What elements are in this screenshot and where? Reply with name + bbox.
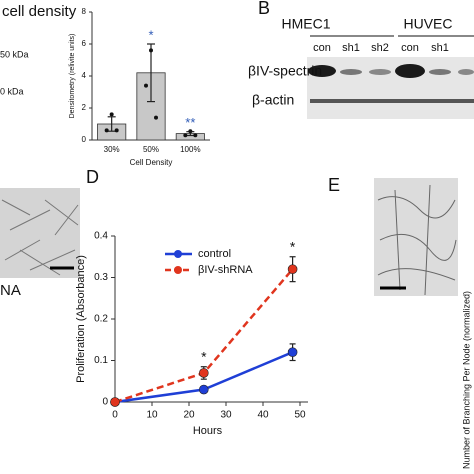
x-axis-label: Hours (193, 425, 223, 437)
series-point (199, 368, 209, 378)
data-point (193, 133, 198, 138)
data-point (183, 133, 188, 138)
lane-label: sh1 (342, 42, 360, 54)
y-tick-label: 0.3 (94, 272, 108, 283)
series-point (287, 264, 298, 275)
lane-label: sh1 (431, 42, 449, 54)
x-tick-label: 10 (146, 410, 158, 421)
panel-label: D (86, 167, 99, 187)
y-tick-label: 0 (82, 135, 87, 144)
legend-entry: βIV-shRNA (198, 264, 253, 276)
x-tick-label: 50% (143, 145, 159, 154)
significance: ** (185, 115, 195, 130)
lane-label: con (401, 42, 419, 54)
series-point (110, 397, 120, 407)
caption: NA (0, 282, 21, 299)
y-tick-label: 0 (102, 397, 108, 408)
significance: * (201, 348, 207, 364)
x-tick-label: 100% (180, 145, 200, 154)
y-tick-label: 0.1 (94, 355, 108, 366)
y-tick-label: 2 (82, 103, 87, 112)
series-point (199, 384, 209, 395)
data-point (154, 115, 158, 120)
legend-entry: control (198, 248, 231, 260)
data-point (144, 83, 148, 88)
y-axis-label: Number of Branching Per Node (normalized… (461, 291, 471, 469)
x-tick-label: 40 (257, 410, 269, 421)
marker-label: 0 kDa (0, 86, 24, 96)
series-point (287, 347, 298, 358)
blot (307, 57, 474, 119)
blot-bands (308, 64, 474, 103)
row-label: βIV-spectrin (248, 63, 322, 79)
y-tick-label: 8 (82, 7, 87, 16)
series-line (114, 268, 294, 404)
data-point (188, 129, 193, 134)
cell-texture (1, 199, 79, 276)
x-tick-label: 0 (112, 410, 118, 421)
group-label: HMEC1 (281, 16, 330, 32)
data-point (114, 128, 119, 133)
x-tick-label: 50 (294, 410, 306, 421)
significance: * (290, 238, 296, 254)
y-tick-label: 4 (82, 71, 87, 80)
panel-a-title: cell density (2, 3, 77, 20)
y-axis-label: Densitometry (relivite units) (69, 34, 76, 119)
tube-network (377, 184, 457, 296)
panel-label: E (328, 175, 340, 195)
y-tick-label: 0.2 (94, 314, 108, 325)
micrograph (0, 188, 80, 278)
y-tick-label: 0.4 (94, 231, 108, 242)
data-point (149, 48, 153, 53)
y-axis-label: Proliferation (Absorbance) (75, 255, 87, 383)
lane-label: con (313, 42, 331, 54)
legend-marker (174, 266, 182, 274)
row-label: β-actin (252, 92, 294, 108)
y-tick-label: 6 (82, 39, 87, 48)
x-tick-label: 20 (183, 410, 195, 421)
data-point (109, 112, 114, 117)
lane-label: sh2 (371, 42, 389, 54)
data-point (104, 128, 109, 133)
x-tick-label: 30% (104, 145, 120, 154)
x-axis-label: Cell Density (130, 158, 173, 167)
panel-label: B (258, 0, 270, 18)
x-tick-label: 30 (220, 410, 232, 421)
marker-label: 50 kDa (0, 49, 29, 59)
significance: * (148, 27, 153, 42)
group-label: HUVEC (403, 16, 452, 32)
legend-marker (174, 250, 182, 258)
